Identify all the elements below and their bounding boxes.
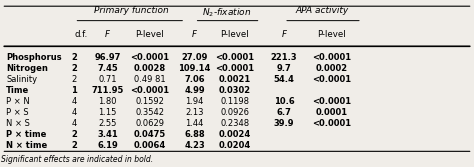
Text: N × time: N × time	[6, 141, 47, 150]
Text: P-level: P-level	[136, 30, 164, 39]
Text: 1.94: 1.94	[185, 97, 204, 106]
Text: 2.13: 2.13	[185, 108, 204, 117]
Text: Primary function: Primary function	[93, 6, 168, 15]
Text: P × S: P × S	[6, 108, 29, 117]
Text: 7.06: 7.06	[184, 75, 205, 84]
Text: <0.0001: <0.0001	[312, 53, 351, 62]
Text: 39.9: 39.9	[274, 119, 294, 128]
Text: 0.0204: 0.0204	[219, 141, 251, 150]
Text: APA activity: APA activity	[295, 6, 348, 15]
Text: 0.0926: 0.0926	[220, 108, 249, 117]
Text: <0.0001: <0.0001	[312, 75, 351, 84]
Text: N$_2$-fixation: N$_2$-fixation	[201, 6, 251, 19]
Text: Nitrogen: Nitrogen	[6, 64, 48, 73]
Text: <0.0001: <0.0001	[215, 64, 254, 73]
Text: 0.0302: 0.0302	[219, 86, 251, 95]
Text: Significant effects are indicated in bold.: Significant effects are indicated in bol…	[1, 155, 154, 164]
Text: 0.2348: 0.2348	[220, 119, 249, 128]
Text: 10.6: 10.6	[274, 97, 294, 106]
Text: P-level: P-level	[317, 30, 346, 39]
Text: 6.88: 6.88	[184, 130, 205, 139]
Text: 96.97: 96.97	[94, 53, 120, 62]
Text: d.f.: d.f.	[74, 30, 88, 39]
Text: Time: Time	[6, 86, 29, 95]
Text: 0.0475: 0.0475	[134, 130, 166, 139]
Text: 1.44: 1.44	[185, 119, 204, 128]
Text: 0.0064: 0.0064	[134, 141, 166, 150]
Text: 2: 2	[72, 64, 77, 73]
Text: 4.23: 4.23	[184, 141, 205, 150]
Text: 109.14: 109.14	[178, 64, 211, 73]
Text: 0.0002: 0.0002	[315, 64, 347, 73]
Text: 2: 2	[72, 141, 77, 150]
Text: 0.1198: 0.1198	[220, 97, 249, 106]
Text: <0.0001: <0.0001	[130, 53, 169, 62]
Text: 221.3: 221.3	[271, 53, 297, 62]
Text: 0.3542: 0.3542	[135, 108, 164, 117]
Text: 1.80: 1.80	[98, 97, 117, 106]
Text: F: F	[282, 30, 287, 39]
Text: <0.0001: <0.0001	[312, 97, 351, 106]
Text: 9.7: 9.7	[277, 64, 292, 73]
Text: 2: 2	[72, 53, 77, 62]
Text: 6.7: 6.7	[277, 108, 292, 117]
Text: 2.55: 2.55	[98, 119, 117, 128]
Text: 27.09: 27.09	[182, 53, 208, 62]
Text: Phosphorus: Phosphorus	[6, 53, 62, 62]
Text: 4: 4	[72, 119, 77, 128]
Text: 4: 4	[72, 97, 77, 106]
Text: 0.0024: 0.0024	[219, 130, 251, 139]
Text: 7.45: 7.45	[97, 64, 118, 73]
Text: <0.0001: <0.0001	[215, 53, 254, 62]
Text: 1: 1	[72, 86, 77, 95]
Text: 54.4: 54.4	[273, 75, 294, 84]
Text: 0.0001: 0.0001	[315, 108, 347, 117]
Text: P-level: P-level	[220, 30, 249, 39]
Text: 711.95: 711.95	[91, 86, 124, 95]
Text: 4: 4	[72, 108, 77, 117]
Text: F: F	[105, 30, 110, 39]
Text: F: F	[192, 30, 197, 39]
Text: Salinity: Salinity	[6, 75, 37, 84]
Text: 0.0028: 0.0028	[134, 64, 166, 73]
Text: 2: 2	[72, 130, 77, 139]
Text: 3.41: 3.41	[97, 130, 118, 139]
Text: <0.0001: <0.0001	[312, 119, 351, 128]
Text: 2: 2	[72, 75, 77, 84]
Text: <0.0001: <0.0001	[130, 86, 169, 95]
Text: 0.71: 0.71	[98, 75, 117, 84]
Text: 0.0629: 0.0629	[135, 119, 164, 128]
Text: 0.1592: 0.1592	[136, 97, 164, 106]
Text: 0.49 81: 0.49 81	[134, 75, 165, 84]
Text: P × time: P × time	[6, 130, 46, 139]
Text: 0.0021: 0.0021	[219, 75, 251, 84]
Text: 1.15: 1.15	[98, 108, 117, 117]
Text: 4.99: 4.99	[184, 86, 205, 95]
Text: N × S: N × S	[6, 119, 30, 128]
Text: 6.19: 6.19	[97, 141, 118, 150]
Text: P × N: P × N	[6, 97, 30, 106]
